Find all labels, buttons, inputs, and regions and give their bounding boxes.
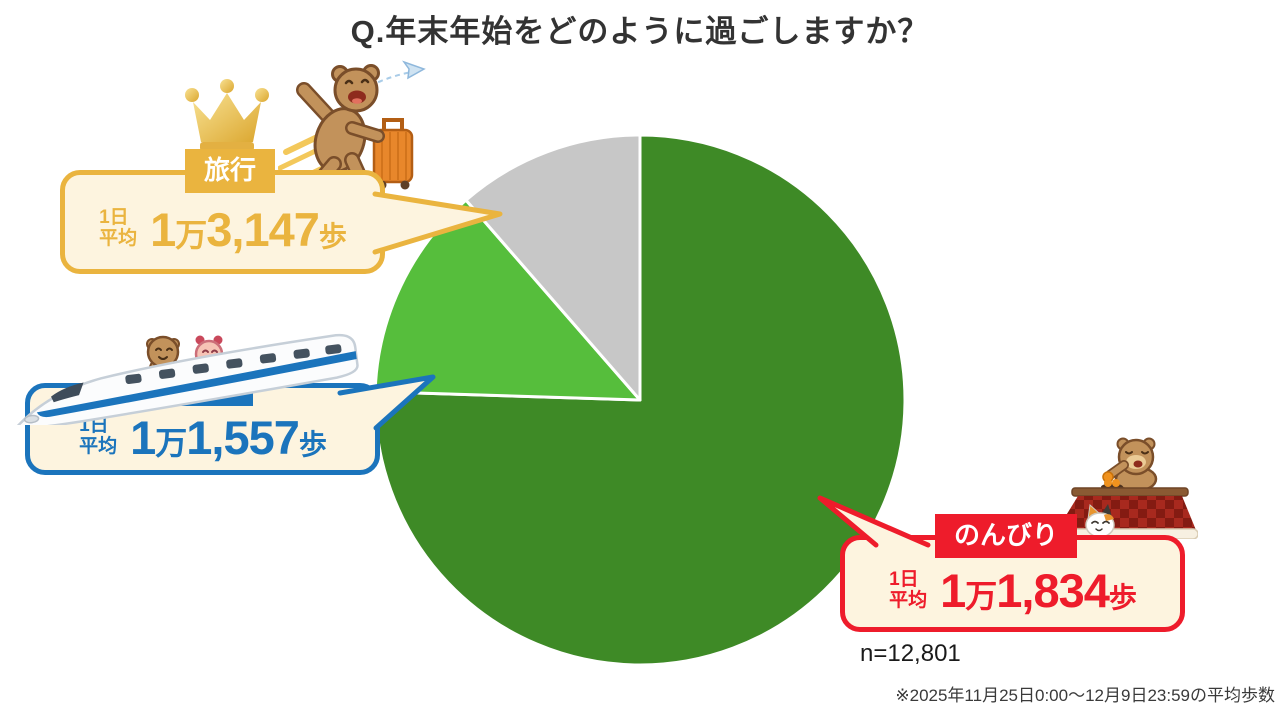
kotatsu-bear xyxy=(1102,437,1158,493)
callout-nonbiri-value: 1日 平均 1万1,834歩 xyxy=(889,553,1137,617)
slice-label-travel: 旅行する 11.4% xyxy=(502,190,638,262)
crown-icon xyxy=(185,79,269,157)
slice-label-kisei-pct: 13.1% xyxy=(433,325,511,363)
callout-travel-value: 1日 平均 1万3,147歩 xyxy=(99,192,347,256)
kotatsu-tabletop xyxy=(1071,487,1189,497)
paper-plane-icon xyxy=(402,60,426,80)
slice-label-kisei: 帰省する 13.1% xyxy=(404,286,540,363)
slice-label-home-pct: 75.5% xyxy=(581,470,709,533)
steps-value: 1万3,147歩 xyxy=(150,202,347,256)
steps-value: 1万1,557歩 xyxy=(130,410,327,464)
pie-slice-home xyxy=(373,133,907,667)
sample-size: n=12,801 xyxy=(860,640,961,667)
callout-nonbiri: のんびり 1日 平均 1万1,834歩 xyxy=(840,514,1185,632)
slice-label-travel-pct: 11.4% xyxy=(536,229,604,262)
callout-kisei-value: 1日 平均 1万1,557歩 xyxy=(79,398,327,464)
callout-pointer-travel xyxy=(372,191,503,255)
slice-label-home: 自宅でのんびり過ごす 75.5% xyxy=(420,424,870,531)
steps-value: 1万1,834歩 xyxy=(940,564,1137,617)
slice-label-kisei-text: 帰省する xyxy=(404,286,540,324)
avg-label: 1日 平均 xyxy=(99,207,138,249)
survey-period-note: ※2025年11月25日0:00～12月9日23:59の平均歩数 xyxy=(895,686,1275,705)
shinkansen-illustration xyxy=(11,333,359,425)
callout-travel-tag: 旅行 xyxy=(185,149,276,193)
callout-nonbiri-tag: のんびり xyxy=(935,514,1078,558)
chart-title: Q.年末年始をどのように過ごしますか？ xyxy=(350,14,930,49)
callout-travel: 旅行 1日 平均 1万3,147歩 xyxy=(60,149,385,274)
train-body xyxy=(11,333,359,425)
slice-label-travel-text: 旅行する xyxy=(502,190,638,228)
cat-icon xyxy=(1085,504,1115,538)
avg-label: 1日 平均 xyxy=(889,568,928,611)
slice-label-home-text: 自宅でのんびり過ごす xyxy=(419,422,871,473)
